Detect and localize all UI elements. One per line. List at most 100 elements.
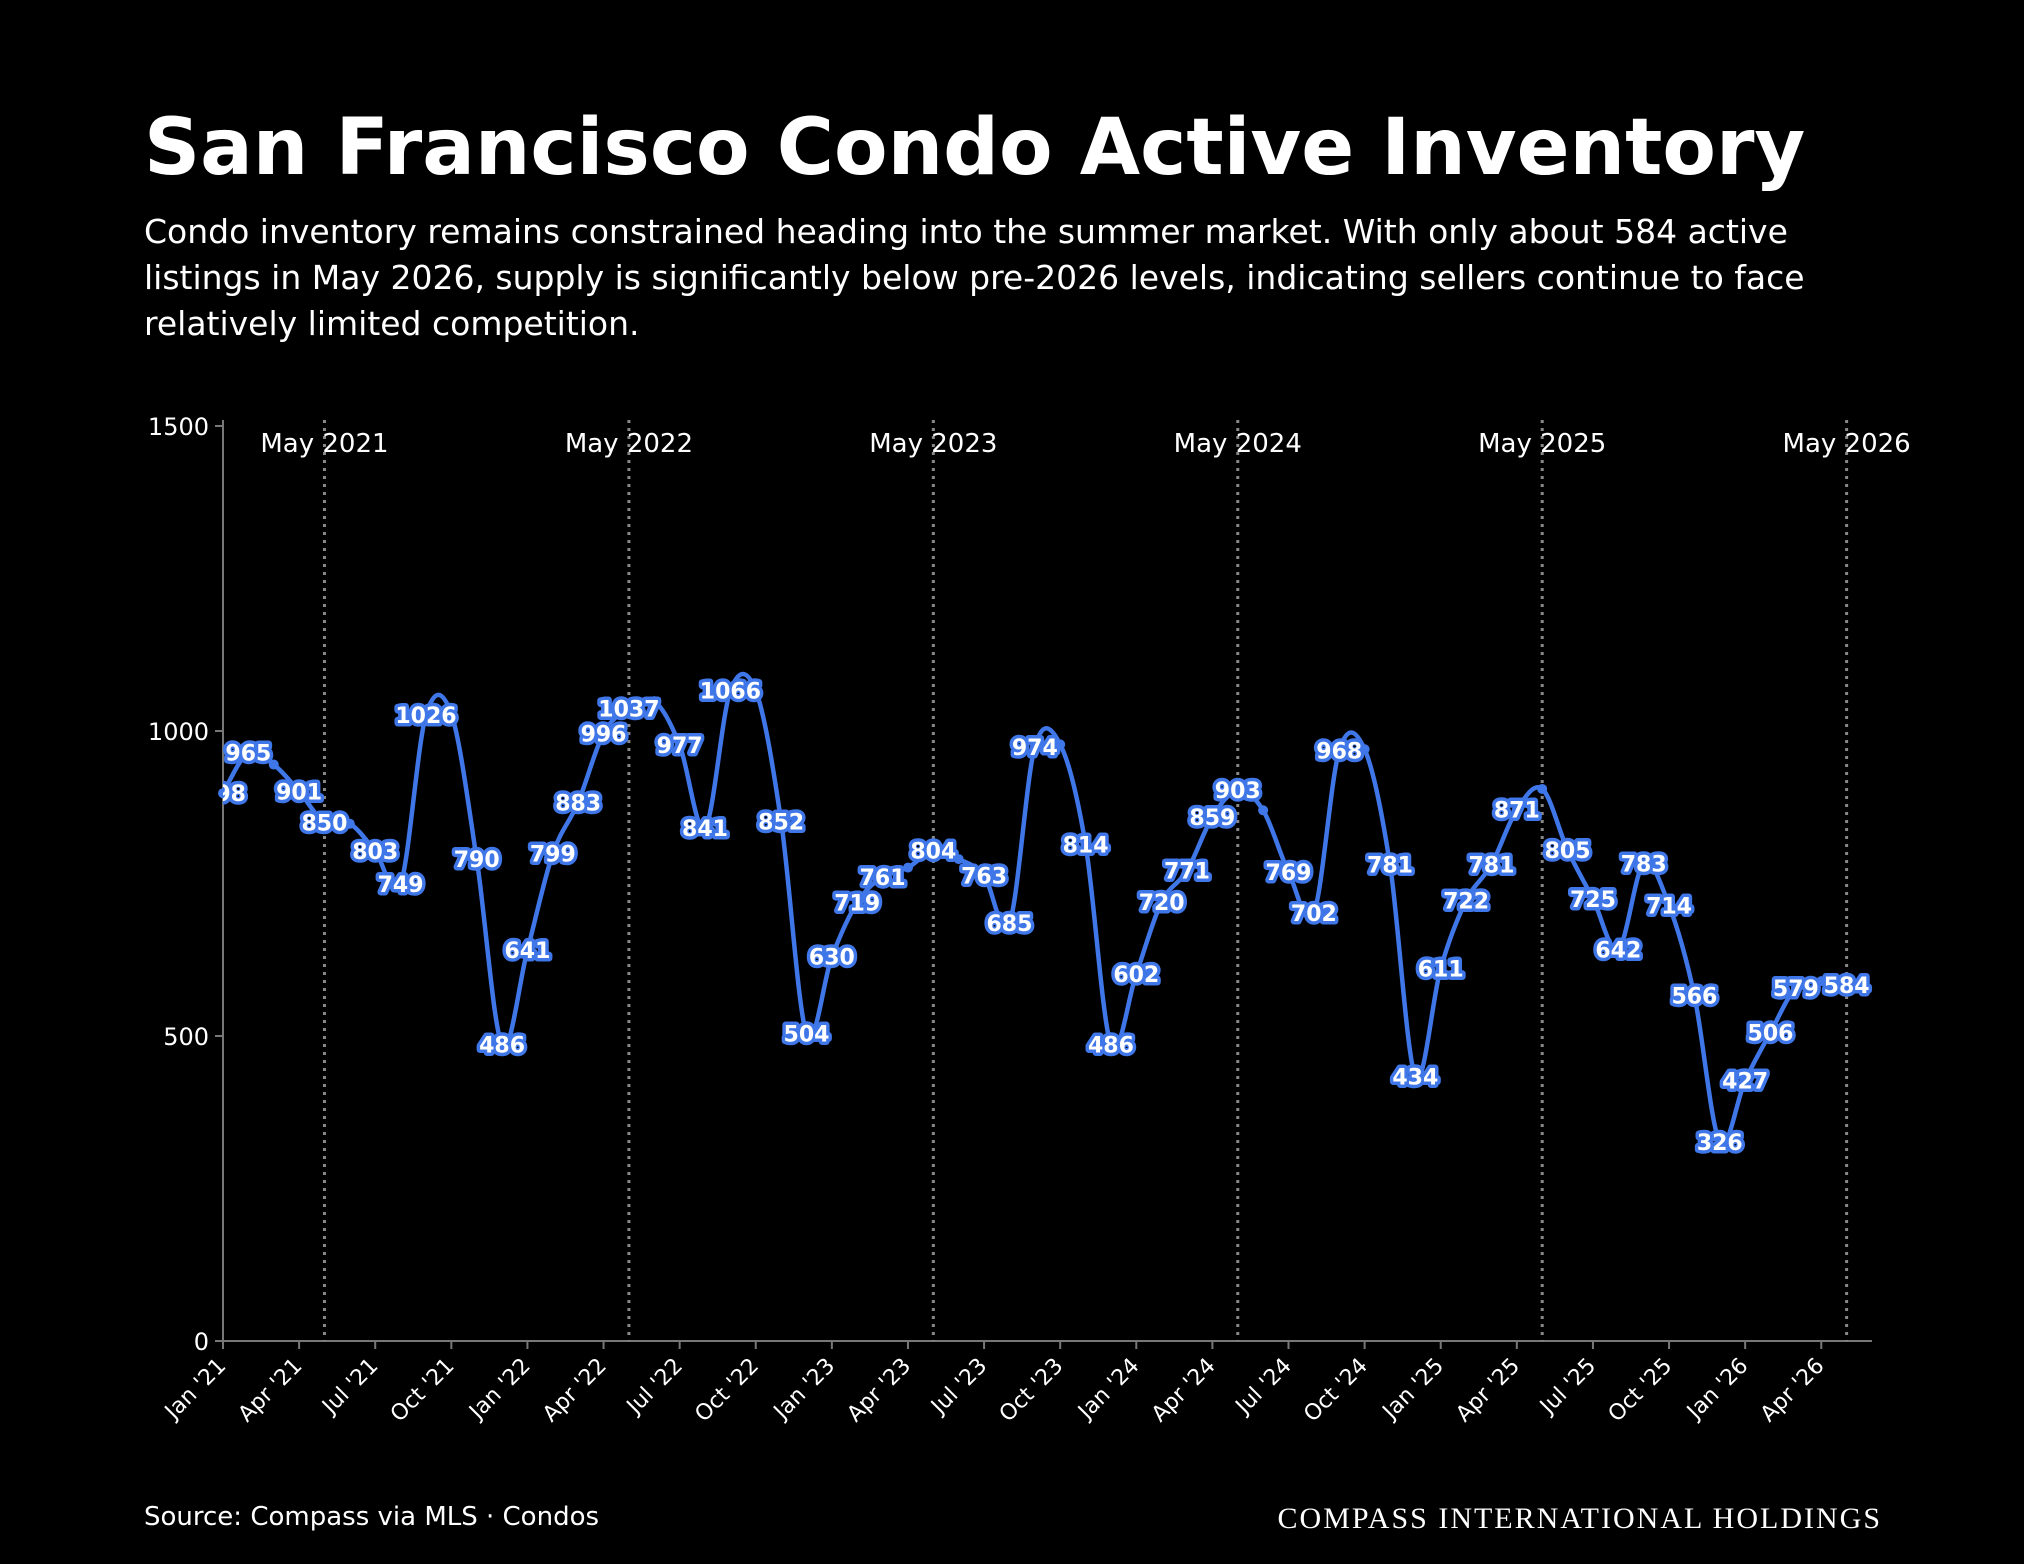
x-tick-label: Jan '24 — [1072, 1354, 1144, 1426]
x-tick-label: Oct '25 — [1604, 1354, 1678, 1428]
annotation-label: May 2026 — [1783, 429, 1911, 459]
data-point — [1207, 812, 1218, 823]
data-label: 763 — [961, 865, 1007, 890]
data-point — [1740, 1075, 1751, 1086]
data-label: 602 — [1113, 963, 1159, 988]
data-point — [623, 703, 634, 714]
data-label: 486 — [1088, 1034, 1134, 1059]
x-tick-label: Apr '22 — [538, 1354, 612, 1428]
data-point — [1308, 907, 1319, 918]
data-label: 761 — [860, 866, 906, 891]
data-point — [1537, 783, 1548, 794]
data-point — [1131, 968, 1142, 979]
x-tick-label: Oct '23 — [995, 1354, 1069, 1428]
data-point — [1029, 741, 1040, 752]
data-point — [1055, 739, 1066, 750]
x-tick-label: Oct '24 — [1299, 1354, 1373, 1428]
data-point — [902, 862, 913, 873]
data-point — [395, 879, 406, 890]
data-label: 805 — [1545, 839, 1591, 864]
data-point — [979, 870, 990, 881]
data-label: 326 — [1697, 1131, 1743, 1156]
data-point — [1689, 990, 1700, 1001]
x-tick-label: Apr '23 — [843, 1354, 917, 1428]
data-point — [1182, 865, 1193, 876]
data-label: 1066 — [700, 680, 761, 705]
data-label: 901 — [276, 780, 322, 805]
data-label: 579 — [1773, 977, 1819, 1002]
data-label: 566 — [1671, 985, 1717, 1010]
data-point — [1638, 858, 1649, 869]
data-point — [725, 685, 736, 696]
data-label: 584 — [1824, 974, 1870, 999]
series-line — [223, 671, 1848, 1147]
data-point — [801, 1028, 812, 1039]
chart-title: San Francisco Condo Active Inventory — [144, 103, 1805, 193]
data-label: 799 — [530, 843, 576, 868]
x-tick-label: Jul '24 — [1230, 1354, 1297, 1421]
data-label: 803 — [352, 840, 398, 865]
y-tick-label: 0 — [194, 1328, 209, 1356]
data-label: 790 — [454, 848, 500, 873]
data-point — [522, 944, 533, 955]
source-note: Source: Compass via MLS · Condos — [144, 1502, 599, 1532]
data-label: 719 — [834, 891, 880, 916]
data-label: 974 — [1012, 736, 1058, 761]
data-label: 804 — [910, 840, 956, 865]
x-tick-label: Apr '21 — [234, 1354, 308, 1428]
data-label: 1037 — [598, 697, 659, 722]
plot-area: 0 500 1000 1500 Jan '21 Apr '21 Jul '21 Oct '21… — [148, 413, 1911, 1427]
data-label: 714 — [1646, 894, 1692, 919]
data-point — [826, 951, 837, 962]
x-tick-label: Jul '22 — [621, 1354, 688, 1421]
x-tick-label: Jul '25 — [1534, 1354, 1601, 1421]
brand: COMPASS INTERNATIONAL HOLDINGS — [1278, 1502, 1882, 1535]
x-tick-label: Jul '21 — [317, 1354, 384, 1421]
x-tick-label: Apr '24 — [1147, 1354, 1221, 1428]
data-label: 630 — [809, 946, 855, 971]
data-point — [1587, 893, 1598, 904]
data-label: 720 — [1139, 891, 1185, 916]
y-tick-label: 1000 — [148, 718, 209, 746]
data-point — [471, 854, 482, 865]
data-point — [1359, 744, 1370, 755]
data-label: 641 — [504, 939, 550, 964]
data-label: 898 — [200, 782, 246, 807]
data-point — [446, 708, 457, 719]
data-label: 871 — [1494, 799, 1540, 824]
data-label: 996 — [581, 722, 627, 747]
data-point — [852, 897, 863, 908]
data-point — [1435, 963, 1446, 974]
data-label: 968 — [1316, 740, 1362, 765]
x-tick-label: Jan '26 — [1681, 1354, 1753, 1426]
data-point — [294, 786, 305, 797]
data-point — [547, 848, 558, 859]
data-label: 506 — [1748, 1021, 1794, 1046]
data-label: 685 — [986, 912, 1032, 937]
data-point — [750, 685, 761, 696]
data-label: 883 — [555, 791, 601, 816]
data-point — [598, 728, 609, 739]
x-tick-label: Apr '26 — [1756, 1354, 1830, 1428]
data-point — [953, 854, 964, 865]
data-point — [243, 747, 254, 758]
data-point — [1613, 944, 1624, 955]
data-point — [1105, 1039, 1116, 1050]
data-point — [1258, 805, 1269, 816]
data-point — [1232, 785, 1243, 796]
data-point — [1156, 896, 1167, 907]
annotation-label: May 2023 — [869, 429, 997, 459]
annotation-label: May 2022 — [565, 429, 693, 459]
chart-subtitle: Condo inventory remains constrained head… — [144, 212, 1805, 343]
y-tick-label: 500 — [163, 1023, 209, 1051]
data-point — [877, 871, 888, 882]
data-point — [776, 816, 787, 827]
data-point — [420, 710, 431, 721]
data-point — [268, 759, 279, 770]
data-point — [1080, 839, 1091, 850]
data-point — [1664, 900, 1675, 911]
data-point — [1410, 1071, 1421, 1082]
data-label: 486 — [479, 1034, 525, 1059]
